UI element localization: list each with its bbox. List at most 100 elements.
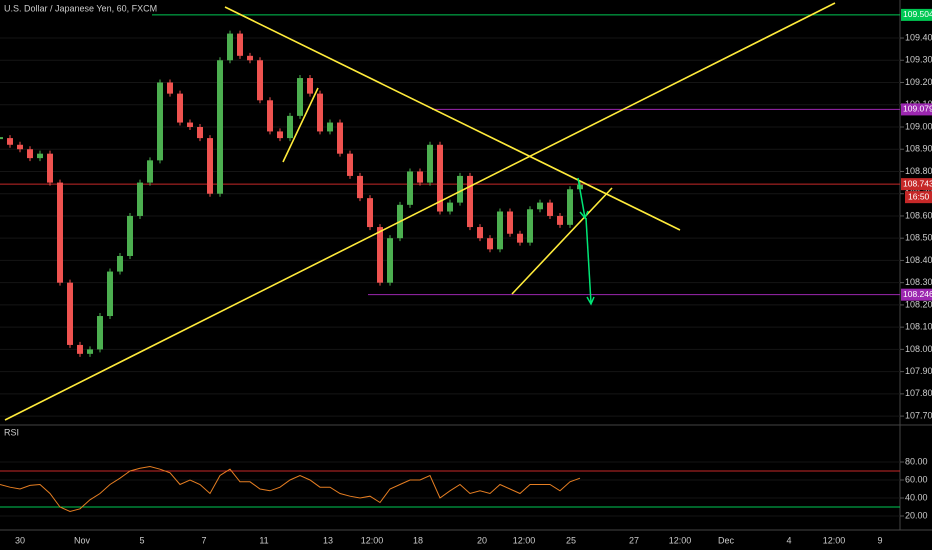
- y-tick-label: 109.200: [905, 77, 932, 87]
- candle: [457, 175, 463, 203]
- candle: [507, 211, 513, 234]
- candle: [207, 138, 213, 194]
- candle: [497, 211, 503, 250]
- candle: [0, 137, 3, 140]
- candle: [77, 344, 83, 354]
- candle: [337, 122, 343, 154]
- candle: [37, 153, 43, 159]
- x-tick-label: 12:00: [669, 535, 692, 545]
- level-label-bg: [901, 103, 932, 116]
- y-tick-label: 109.400: [905, 32, 932, 42]
- arrow-head: [579, 210, 589, 220]
- y-tick-label: 60.00: [905, 474, 928, 484]
- candle: [347, 153, 353, 176]
- arrow-head: [586, 296, 595, 306]
- candle: [157, 82, 163, 161]
- y-tick-label: 108.500: [905, 233, 932, 243]
- candle: [537, 202, 543, 210]
- y-tick-label: 108.900: [905, 144, 932, 154]
- candle: [317, 93, 323, 132]
- candle: [137, 182, 143, 216]
- candle: [97, 316, 103, 350]
- trendline: [282, 87, 319, 163]
- y-tick-label: 80.00: [905, 456, 928, 466]
- candle: [247, 55, 253, 61]
- y-tick-label: 109.000: [905, 121, 932, 131]
- level-label: 109.504: [903, 9, 932, 19]
- candle: [27, 149, 33, 159]
- candle: [437, 144, 443, 212]
- drawings: [4, 2, 836, 421]
- candle: [167, 82, 173, 94]
- y-tick-label: 109.300: [905, 55, 932, 65]
- y-tick-label: 20.00: [905, 510, 928, 520]
- candle: [127, 215, 133, 256]
- marks: [0, 14, 900, 513]
- candle: [327, 122, 333, 132]
- candle: [187, 122, 193, 127]
- candle: [7, 138, 13, 145]
- arrow: [577, 177, 595, 306]
- candle: [387, 238, 393, 283]
- candle: [87, 349, 93, 354]
- x-tick-label: 30: [15, 535, 25, 545]
- arrow-line: [585, 217, 592, 304]
- candle: [237, 33, 243, 56]
- x-tick-label: 5: [139, 535, 144, 545]
- candle: [57, 182, 63, 283]
- trendline: [511, 187, 613, 295]
- x-tick-label: 25: [566, 535, 576, 545]
- candle: [517, 233, 523, 243]
- candle: [67, 282, 73, 345]
- candle: [277, 131, 283, 139]
- level-label: 108.743: [903, 178, 932, 188]
- x-tick-label: Dec: [718, 535, 735, 545]
- candle: [567, 189, 573, 225]
- candle: [477, 227, 483, 239]
- x-tick-label: 4: [786, 535, 791, 545]
- x-tick-label: 12:00: [823, 535, 846, 545]
- candle: [367, 198, 373, 228]
- chart-title: U.S. Dollar / Japanese Yen, 60, FXCM: [4, 3, 157, 13]
- candle: [427, 144, 433, 183]
- x-tick-label: 11: [259, 535, 268, 545]
- x-tick-label: 20: [477, 535, 487, 545]
- candle: [377, 227, 383, 283]
- candle: [407, 171, 413, 205]
- x-tick-label: 27: [629, 535, 639, 545]
- candle: [287, 115, 293, 139]
- x-tick-label: 12:00: [361, 535, 384, 545]
- candle: [297, 78, 303, 116]
- y-tick-label: 107.800: [905, 388, 932, 398]
- y-tick-label: 108.400: [905, 255, 932, 265]
- y-tick-label: 107.900: [905, 366, 932, 376]
- trendline: [224, 6, 681, 231]
- level-label: 108.246: [903, 289, 932, 299]
- y-tick-label: 108.800: [905, 166, 932, 176]
- candle: [17, 144, 23, 150]
- candle: [467, 175, 473, 228]
- rsi-line: [0, 465, 581, 513]
- candle: [147, 160, 153, 183]
- trendline: [4, 2, 836, 421]
- candle: [487, 238, 493, 250]
- candle: [557, 215, 563, 225]
- x-tick-label: 12:00: [513, 535, 536, 545]
- candle: [357, 175, 363, 199]
- candle: [267, 100, 273, 132]
- y-tick-label: 108.100: [905, 322, 932, 332]
- candle: [257, 60, 263, 101]
- x-tick-label: 7: [201, 535, 206, 545]
- x-tick-label: Nov: [74, 535, 91, 545]
- candle: [447, 202, 453, 212]
- candle: [117, 255, 123, 272]
- countdown: 16:50: [908, 191, 930, 201]
- candle: [307, 78, 313, 94]
- candle: [107, 271, 113, 317]
- y-tick-label: 40.00: [905, 492, 928, 502]
- candle: [177, 93, 183, 123]
- countdown-bg: [905, 191, 932, 204]
- level-label-bg: [901, 178, 932, 191]
- candle: [47, 153, 53, 183]
